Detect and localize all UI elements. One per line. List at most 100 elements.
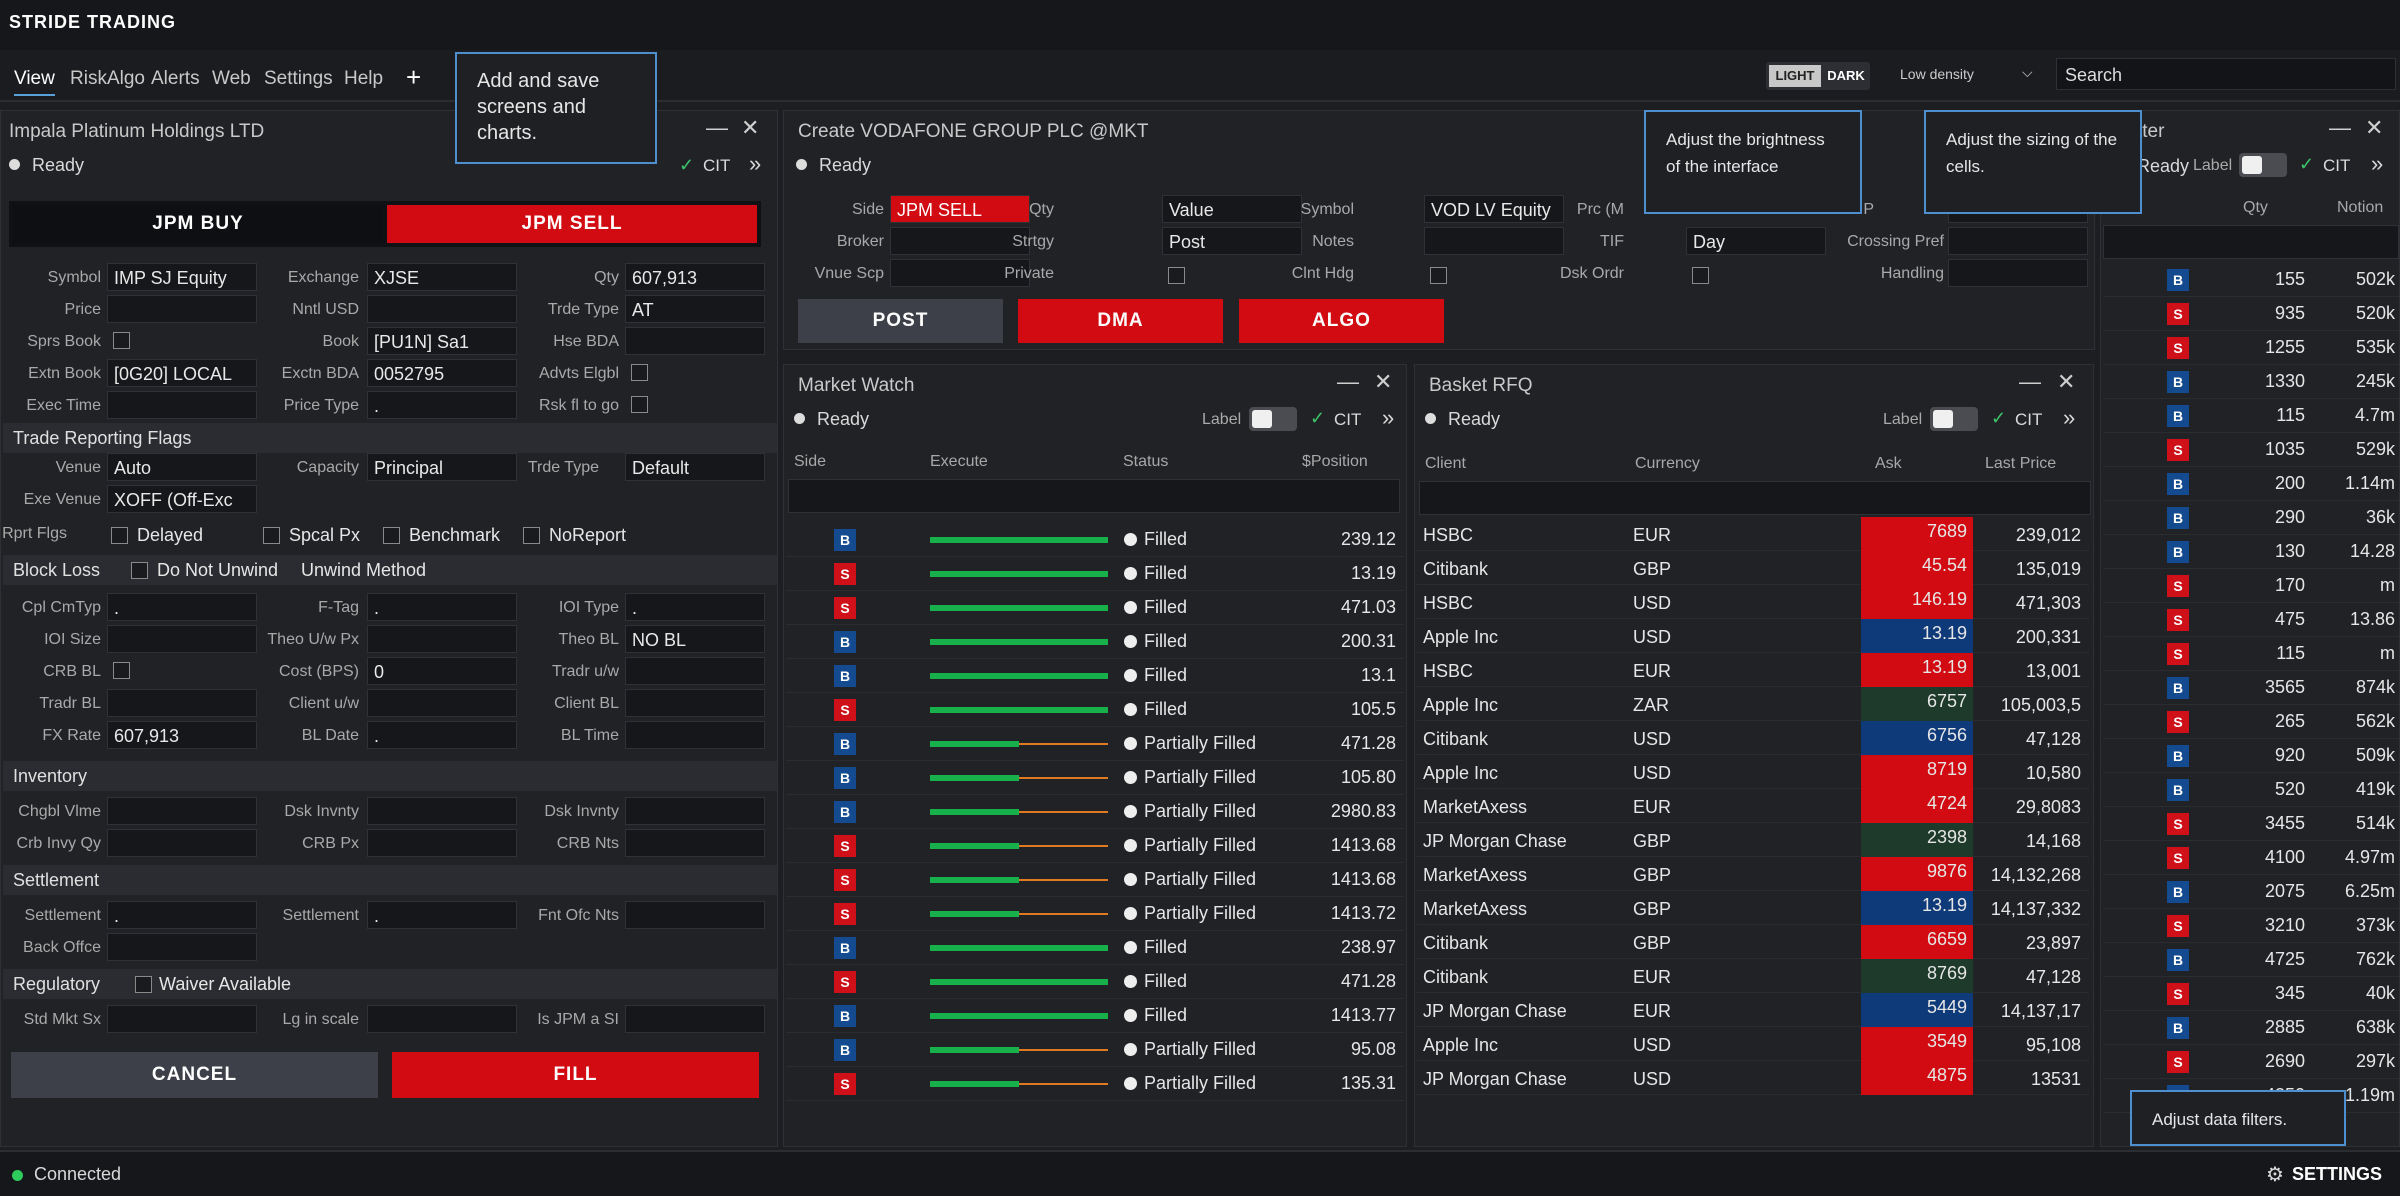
checkbox[interactable] (631, 364, 648, 381)
ask-value[interactable]: 13.19 (1861, 653, 1973, 687)
settings-icon[interactable]: ⚙ (2266, 1164, 2284, 1186)
table-row[interactable]: B Partially Filled 105.80 (786, 761, 1404, 795)
table-row[interactable]: B Filled 238.97 (786, 931, 1404, 965)
table-row[interactable]: B Partially Filled 95.08 (786, 1033, 1404, 1067)
field-input[interactable]: 607,913 (107, 721, 257, 749)
field-input[interactable] (107, 829, 257, 857)
table-row[interactable]: JP Morgan Chase GBP 2398 14,168 (1417, 823, 2089, 857)
menu-alerts[interactable]: Alerts (151, 68, 200, 89)
field-input[interactable] (107, 625, 257, 653)
table-row[interactable]: B 2075 6.25m (2103, 875, 2399, 909)
col-ask[interactable]: Ask (1875, 455, 1902, 472)
table-row[interactable]: B 1330 245k (2103, 365, 2399, 399)
handling-select[interactable] (1948, 259, 2088, 287)
table-row[interactable]: Citibank USD 6756 47,128 (1417, 721, 2089, 755)
table-row[interactable]: B 3565 874k (2103, 671, 2399, 705)
algo-button[interactable]: ALGO (1239, 299, 1444, 343)
ask-value[interactable]: 4724 (1861, 789, 1973, 823)
table-row[interactable]: JP Morgan Chase USD 4875 13531 (1417, 1061, 2089, 1095)
field-input[interactable] (625, 721, 765, 749)
minimize-icon[interactable]: — (706, 115, 728, 140)
ask-value[interactable]: 9876 (1861, 857, 1973, 891)
table-row[interactable]: HSBC USD 146.19 471,303 (1417, 585, 2089, 619)
table-row[interactable]: S 345 40k (2103, 977, 2399, 1011)
menu-settings[interactable]: Settings (264, 68, 333, 89)
flag-checkbox[interactable] (111, 527, 128, 544)
table-row[interactable]: B Filled 1413.77 (786, 999, 1404, 1033)
ask-value[interactable]: 3549 (1861, 1027, 1973, 1061)
field-input[interactable] (107, 391, 257, 419)
field-input[interactable] (625, 829, 765, 857)
jpm-buy-button[interactable]: JPM BUY (13, 205, 383, 243)
ask-value[interactable]: 2398 (1861, 823, 1973, 857)
qty-input[interactable]: Value (1162, 195, 1302, 223)
unwind-method-select[interactable]: Unwind Method (301, 560, 427, 580)
filter-row[interactable] (788, 479, 1400, 513)
table-row[interactable]: S Partially Filled 1413.68 (786, 863, 1404, 897)
table-row[interactable]: S 3455 514k (2103, 807, 2399, 841)
table-row[interactable]: S 475 13.86 (2103, 603, 2399, 637)
field-input[interactable]: NO BL (625, 625, 765, 653)
ask-value[interactable]: 4875 (1861, 1061, 1973, 1095)
table-row[interactable]: S 170 m (2103, 569, 2399, 603)
flag-checkbox[interactable] (383, 527, 400, 544)
col-currency[interactable]: Currency (1635, 455, 1700, 472)
table-row[interactable]: B Partially Filled 2980.83 (786, 795, 1404, 829)
search-input[interactable]: Search (2056, 58, 2396, 90)
field-input[interactable] (625, 689, 765, 717)
table-row[interactable]: Apple Inc USD 3549 95,108 (1417, 1027, 2089, 1061)
table-row[interactable]: S Filled 105.5 (786, 693, 1404, 727)
table-row[interactable]: B Partially Filled 471.28 (786, 727, 1404, 761)
field-input[interactable] (107, 797, 257, 825)
field-input[interactable]: 0 (367, 657, 517, 685)
table-row[interactable]: S 115 m (2103, 637, 2399, 671)
col-notional[interactable]: Notion (2337, 199, 2384, 216)
capacity-input[interactable]: Principal (367, 453, 517, 481)
field-input[interactable] (107, 295, 257, 323)
menu-view[interactable]: View (14, 68, 55, 96)
label-toggle[interactable] (1930, 407, 1978, 431)
col-side[interactable]: Side (794, 453, 827, 470)
table-row[interactable]: MarketAxess GBP 13.19 14,137,332 (1417, 891, 2089, 925)
field-input[interactable]: . (107, 901, 257, 929)
table-row[interactable]: B Filled 200.31 (786, 625, 1404, 659)
table-row[interactable]: Citibank GBP 45.54 135,019 (1417, 551, 2089, 585)
flag-checkbox[interactable] (523, 527, 540, 544)
cancel-button[interactable]: CANCEL (11, 1052, 378, 1098)
table-row[interactable]: S Partially Filled 1413.68 (786, 829, 1404, 863)
table-row[interactable]: S 935 520k (2103, 297, 2399, 331)
field-input[interactable]: . (107, 593, 257, 621)
col-position[interactable]: $Position (1302, 453, 1368, 470)
section-block-loss[interactable]: Block Loss (3, 555, 777, 585)
theme-dark-button[interactable]: DARK (1827, 68, 1865, 83)
field-input[interactable] (367, 625, 517, 653)
table-row[interactable]: MarketAxess EUR 4724 29,8083 (1417, 789, 2089, 823)
table-row[interactable]: S Filled 471.03 (786, 591, 1404, 625)
field-input[interactable] (625, 327, 765, 355)
table-row[interactable]: B 155 502k (2103, 263, 2399, 297)
desk-order-checkbox[interactable] (1692, 267, 1709, 284)
table-row[interactable]: B Filled 13.1 (786, 659, 1404, 693)
waiver-checkbox[interactable] (135, 976, 152, 993)
ask-value[interactable]: 6659 (1861, 925, 1973, 959)
label-toggle[interactable] (1249, 407, 1297, 431)
table-row[interactable]: S 4100 4.97m (2103, 841, 2399, 875)
checkbox[interactable] (631, 396, 648, 413)
field-input[interactable]: . (367, 721, 517, 749)
field-input[interactable] (107, 933, 257, 961)
broker-input[interactable] (890, 227, 1030, 255)
jpm-sell-button[interactable]: JPM SELL (387, 205, 757, 243)
field-input[interactable] (107, 1005, 257, 1033)
table-row[interactable]: B 920 509k (2103, 739, 2399, 773)
table-row[interactable]: B 2885 638k (2103, 1011, 2399, 1045)
venue-select[interactable]: Auto (107, 453, 257, 481)
table-row[interactable]: MarketAxess GBP 9876 14,132,268 (1417, 857, 2089, 891)
table-row[interactable]: Citibank GBP 6659 23,897 (1417, 925, 2089, 959)
field-input[interactable]: . (625, 593, 765, 621)
table-row[interactable]: S 265 562k (2103, 705, 2399, 739)
close-icon[interactable]: ✕ (741, 115, 760, 140)
table-row[interactable]: HSBC EUR 13.19 13,001 (1417, 653, 2089, 687)
table-row[interactable]: JP Morgan Chase EUR 5449 14,137,17 (1417, 993, 2089, 1027)
checkbox[interactable] (113, 662, 130, 679)
section-regulatory[interactable]: Regulatory (3, 969, 777, 999)
